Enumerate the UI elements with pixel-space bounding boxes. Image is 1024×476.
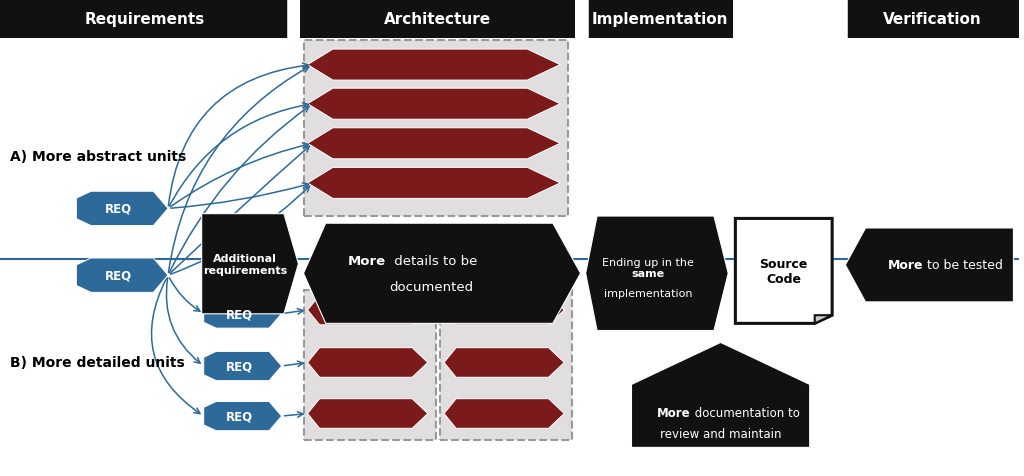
Text: More: More bbox=[348, 254, 386, 267]
Polygon shape bbox=[735, 219, 833, 324]
Text: More: More bbox=[656, 407, 690, 419]
Text: documentation to: documentation to bbox=[691, 407, 800, 419]
Text: implementation: implementation bbox=[604, 288, 692, 298]
Polygon shape bbox=[77, 192, 168, 226]
Bar bbox=[0, 0, 290, 39]
Text: documented: documented bbox=[389, 280, 473, 293]
Polygon shape bbox=[307, 399, 428, 428]
Polygon shape bbox=[307, 348, 428, 377]
Polygon shape bbox=[204, 352, 282, 381]
Text: A) More abstract units: A) More abstract units bbox=[10, 150, 186, 164]
Text: B) More detailed units: B) More detailed units bbox=[10, 355, 185, 369]
Text: Implementation: Implementation bbox=[591, 12, 728, 27]
Text: review and maintain: review and maintain bbox=[659, 427, 781, 440]
Polygon shape bbox=[846, 228, 1014, 302]
Polygon shape bbox=[815, 316, 833, 324]
Polygon shape bbox=[632, 343, 810, 447]
Polygon shape bbox=[307, 296, 428, 325]
Text: REQ: REQ bbox=[105, 202, 132, 216]
Polygon shape bbox=[444, 399, 564, 428]
Polygon shape bbox=[307, 50, 560, 81]
Text: Additional
requirements: Additional requirements bbox=[203, 253, 288, 275]
FancyBboxPatch shape bbox=[440, 290, 572, 440]
Text: Architecture: Architecture bbox=[384, 12, 492, 27]
Text: Requirements: Requirements bbox=[85, 12, 205, 27]
Text: REQ: REQ bbox=[105, 269, 132, 282]
FancyBboxPatch shape bbox=[303, 290, 436, 440]
Text: same: same bbox=[632, 269, 665, 278]
Polygon shape bbox=[77, 258, 168, 293]
Polygon shape bbox=[202, 214, 298, 314]
Bar bbox=[846, 0, 1019, 39]
Bar bbox=[586, 0, 733, 39]
Polygon shape bbox=[444, 296, 564, 325]
Polygon shape bbox=[307, 168, 560, 199]
Text: Ending up in the: Ending up in the bbox=[602, 258, 694, 267]
Polygon shape bbox=[204, 299, 282, 328]
Text: REQ: REQ bbox=[226, 360, 253, 373]
Text: More: More bbox=[888, 259, 923, 272]
Polygon shape bbox=[303, 224, 581, 324]
Polygon shape bbox=[444, 348, 564, 377]
Polygon shape bbox=[586, 217, 728, 331]
Text: REQ: REQ bbox=[226, 410, 253, 423]
FancyBboxPatch shape bbox=[303, 40, 568, 217]
Bar bbox=[300, 0, 575, 39]
Text: details to be: details to be bbox=[389, 254, 477, 267]
Text: REQ: REQ bbox=[226, 307, 253, 320]
Text: Verification: Verification bbox=[883, 12, 981, 27]
Polygon shape bbox=[204, 402, 282, 431]
Text: Source
Code: Source Code bbox=[760, 258, 808, 285]
Polygon shape bbox=[307, 129, 560, 159]
Polygon shape bbox=[307, 89, 560, 120]
Text: to be tested: to be tested bbox=[923, 259, 1002, 272]
